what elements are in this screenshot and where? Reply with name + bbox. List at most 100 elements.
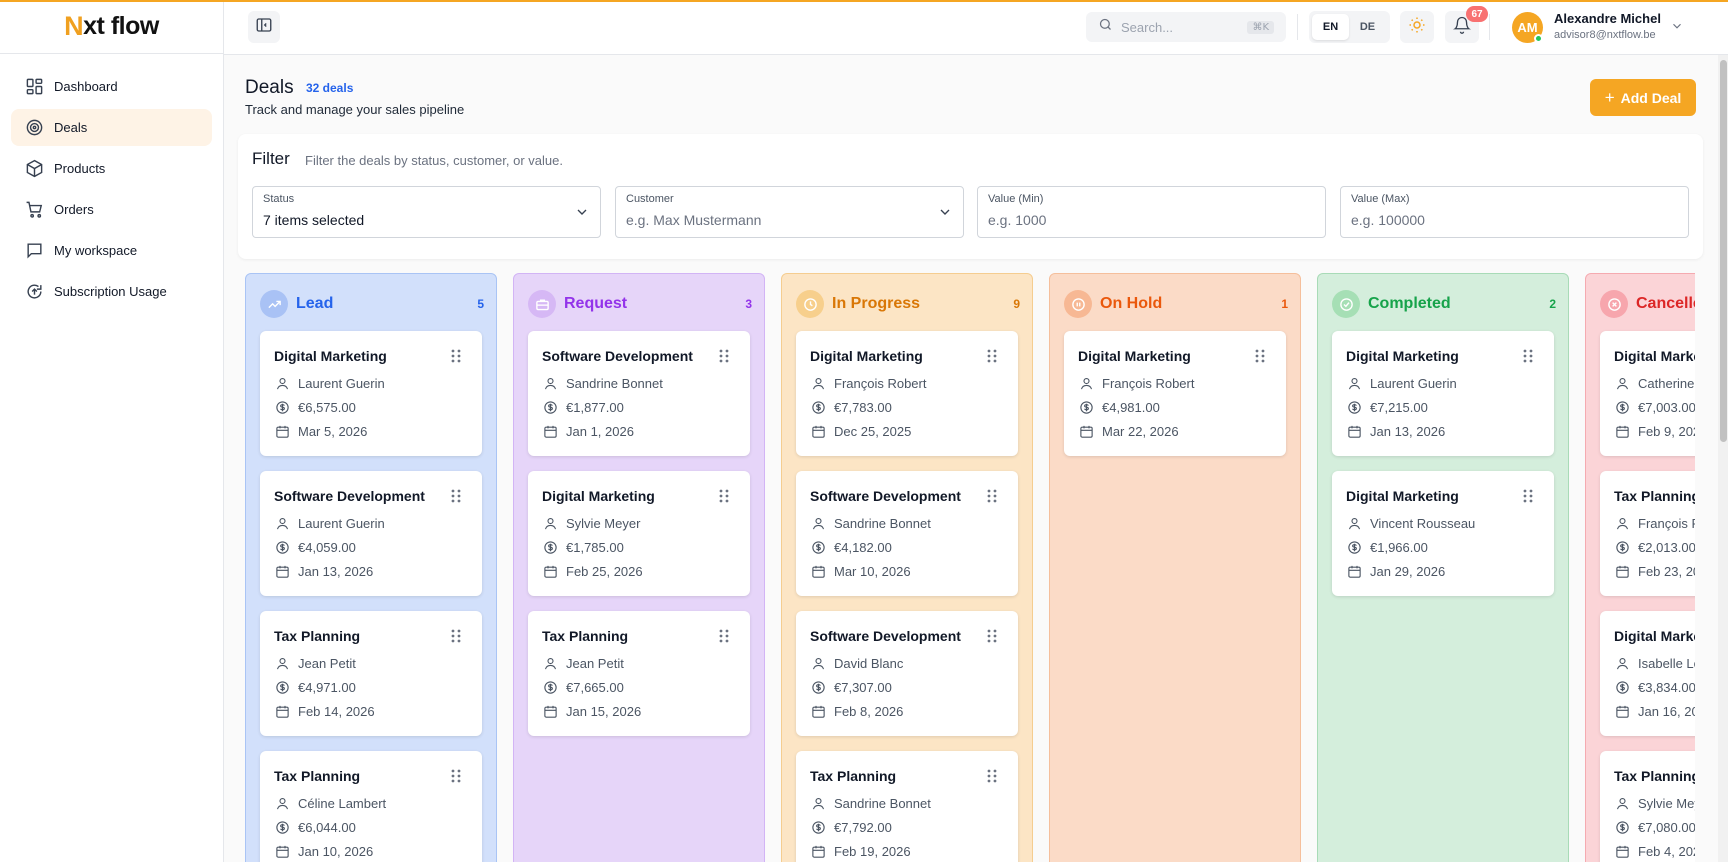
- drag-handle-icon[interactable]: [986, 349, 998, 368]
- sidebar-toggle-button[interactable]: [248, 11, 280, 43]
- chat-icon: [24, 241, 44, 261]
- sidebar-item-dashboard[interactable]: Dashboard: [11, 68, 212, 105]
- drag-handle-icon[interactable]: [718, 489, 730, 508]
- deal-customer-row: Jean Petit: [274, 654, 356, 672]
- calendar-icon: [810, 703, 827, 720]
- deal-card[interactable]: Software Development Laurent Guerin €4,059…: [260, 471, 482, 596]
- deal-card[interactable]: Digital Marketing Catherine F €7,003.00 Feb…: [1600, 331, 1695, 456]
- deal-customer-row: Laurent Guerin: [274, 374, 385, 392]
- deal-card[interactable]: Digital Marketing Vincent Rousseau €1,966.…: [1332, 471, 1554, 596]
- top-accent-bar: [0, 0, 1728, 2]
- user-name[interactable]: Alexandre Michel: [1554, 11, 1661, 26]
- column-title: Cancelled: [1636, 295, 1695, 312]
- deal-card[interactable]: Software Development Sandrine Bonnet €1,87…: [528, 331, 750, 456]
- sidebar-item-my-workspace[interactable]: My workspace: [11, 232, 212, 269]
- calendar-icon: [810, 423, 827, 440]
- lang-de-button[interactable]: DE: [1359, 21, 1376, 33]
- deal-card[interactable]: Digital Marketing Laurent Guerin €6,575.00…: [260, 331, 482, 456]
- customer-select[interactable]: Customer e.g. Max Mustermann: [615, 186, 964, 238]
- deal-date-row: Jan 10, 2026: [274, 842, 373, 860]
- deal-value: €1,966.00: [1370, 539, 1428, 555]
- deal-title: Tax Planning: [810, 768, 897, 784]
- deal-card[interactable]: Tax Planning Sandrine Bonnet €7,792.00 Feb …: [796, 751, 1018, 862]
- drag-handle-icon[interactable]: [986, 769, 998, 788]
- deal-title: Tax Planning: [1614, 768, 1695, 784]
- deal-value-row: €3,834.00: [1614, 678, 1695, 696]
- dollar-icon: [1614, 399, 1631, 416]
- logo[interactable]: N xt flow: [0, 0, 223, 54]
- calendar-icon: [1078, 423, 1095, 440]
- drag-handle-icon[interactable]: [1254, 349, 1266, 368]
- scrollbar-thumb[interactable]: [1720, 60, 1727, 442]
- search-input[interactable]: Search... ⌘K: [1086, 12, 1286, 42]
- calendar-icon: [274, 843, 291, 860]
- column-header: In Progress 9: [796, 289, 1020, 319]
- deal-value-row: €1,966.00: [1346, 538, 1428, 556]
- avatar[interactable]: AM: [1512, 12, 1543, 43]
- deal-customer-row: Sandrine Bonnet: [810, 794, 931, 812]
- drag-handle-icon[interactable]: [450, 349, 462, 368]
- column-header: On Hold 1: [1064, 289, 1288, 319]
- deal-card[interactable]: Digital Marketing Sylvie Meyer €1,785.00 Fe…: [528, 471, 750, 596]
- deal-card[interactable]: Digital Marketing François Robert €4,981.0…: [1064, 331, 1286, 456]
- deal-value: €6,575.00: [298, 399, 356, 415]
- notifications-button[interactable]: 67: [1445, 6, 1488, 43]
- deal-date-row: Feb 19, 2026: [810, 842, 911, 860]
- sidebar-item-deals[interactable]: Deals: [11, 109, 212, 146]
- drag-handle-icon[interactable]: [986, 629, 998, 648]
- value-min-input[interactable]: Value (Min) e.g. 1000: [977, 186, 1326, 238]
- deal-card[interactable]: Digital Marketing François Robert €7,783.0…: [796, 331, 1018, 456]
- briefcase-icon: [528, 290, 556, 318]
- drag-handle-icon[interactable]: [1522, 349, 1534, 368]
- deal-count-badge: 32 deals: [306, 81, 354, 95]
- user-icon: [274, 375, 291, 392]
- deal-card[interactable]: Digital Marketing Isabelle Lef €3,834.00 Ja…: [1600, 611, 1695, 736]
- deal-value-row: €4,182.00: [810, 538, 892, 556]
- deal-customer: Céline Lambert: [298, 795, 387, 811]
- deal-card[interactable]: Tax Planning Céline Lambert €6,044.00 Jan 1…: [260, 751, 482, 862]
- user-icon: [810, 655, 827, 672]
- deal-value: €6,044.00: [298, 819, 356, 835]
- deal-card[interactable]: Tax Planning François Ro €2,013.00 Feb 23, …: [1600, 471, 1695, 596]
- sidebar-item-products[interactable]: Products: [11, 150, 212, 187]
- deal-value: €7,665.00: [566, 679, 624, 695]
- column-count: 5: [477, 297, 484, 311]
- user-icon: [1614, 795, 1631, 812]
- deal-card[interactable]: Digital Marketing Laurent Guerin €7,215.00…: [1332, 331, 1554, 456]
- dashboard-icon: [24, 77, 44, 97]
- column-count: 2: [1549, 297, 1556, 311]
- drag-handle-icon[interactable]: [450, 489, 462, 508]
- sidebar-item-orders[interactable]: Orders: [11, 191, 212, 228]
- deal-card[interactable]: Tax Planning Jean Petit €4,971.00 Feb 14, 2…: [260, 611, 482, 736]
- deal-value-row: €7,783.00: [810, 398, 892, 416]
- deal-date: Feb 4, 2026: [1638, 843, 1695, 859]
- deal-date: Mar 10, 2026: [834, 563, 911, 579]
- deal-card[interactable]: Software Development Sandrine Bonnet €4,18…: [796, 471, 1018, 596]
- deal-customer: Sandrine Bonnet: [566, 375, 663, 391]
- scrollbar-track[interactable]: [1718, 55, 1728, 862]
- theme-toggle-button[interactable]: [1400, 11, 1434, 43]
- dollar-icon: [1614, 539, 1631, 556]
- deal-card[interactable]: Software Development David Blanc €7,307.00…: [796, 611, 1018, 736]
- chevron-down-icon[interactable]: [1670, 19, 1684, 38]
- user-icon: [1614, 375, 1631, 392]
- status-select[interactable]: Status 7 items selected: [252, 186, 601, 238]
- drag-handle-icon[interactable]: [986, 489, 998, 508]
- drag-handle-icon[interactable]: [718, 349, 730, 368]
- sidebar-item-label: Dashboard: [54, 79, 118, 94]
- value-max-input[interactable]: Value (Max) e.g. 100000: [1340, 186, 1689, 238]
- add-deal-button[interactable]: + Add Deal: [1590, 79, 1696, 116]
- drag-handle-icon[interactable]: [450, 769, 462, 788]
- value-max-label: Value (Max): [1351, 193, 1410, 205]
- drag-handle-icon[interactable]: [1522, 489, 1534, 508]
- lang-en-button[interactable]: EN: [1312, 14, 1349, 40]
- sidebar-item-subscription-usage[interactable]: Subscription Usage: [11, 273, 212, 310]
- drag-handle-icon[interactable]: [450, 629, 462, 648]
- deal-card[interactable]: Tax Planning Sylvie Meye €7,080.00 Feb 4, 2…: [1600, 751, 1695, 862]
- deal-value: €7,307.00: [834, 679, 892, 695]
- deal-customer: Sylvie Meyer: [566, 515, 641, 531]
- drag-handle-icon[interactable]: [718, 629, 730, 648]
- deal-card[interactable]: Tax Planning Jean Petit €7,665.00 Jan 15, 2…: [528, 611, 750, 736]
- deal-title: Software Development: [542, 348, 693, 364]
- filter-description: Filter the deals by status, customer, or…: [305, 153, 563, 168]
